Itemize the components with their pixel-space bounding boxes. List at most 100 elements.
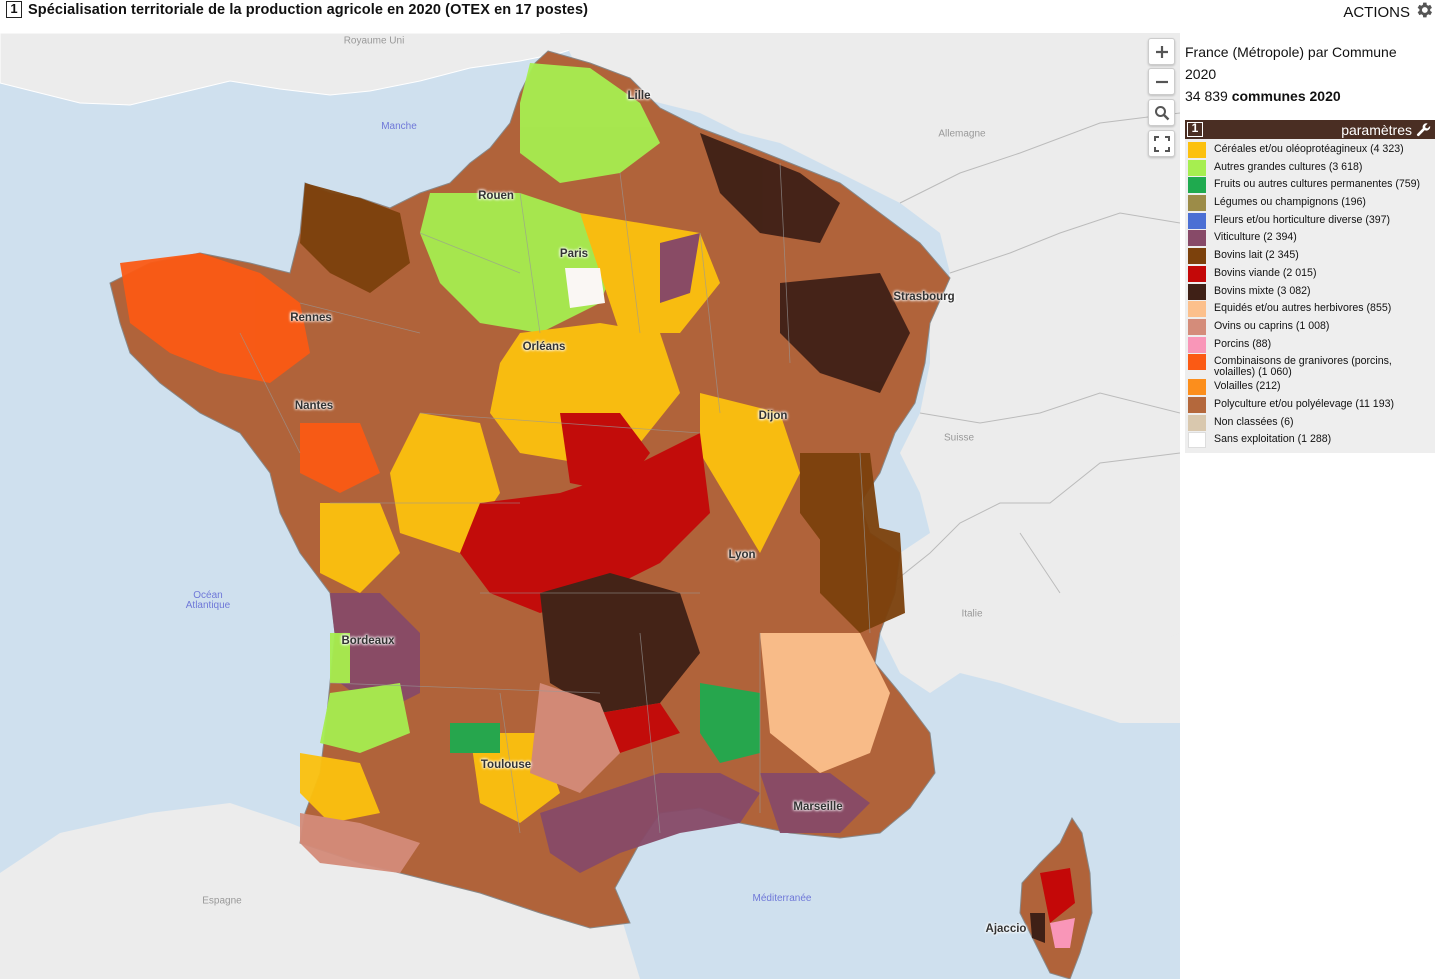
legend-label: Combinaisons de granivores (porcins, vol…: [1214, 355, 1392, 379]
legend-panel: France (Métropole) par Commune 2020 34 8…: [1180, 33, 1440, 979]
legend-swatch: [1188, 159, 1206, 176]
legend-item[interactable]: Porcins (88): [1185, 336, 1435, 354]
legend-label: Polyculture et/ou polyélevage (11 193): [1214, 397, 1395, 410]
city-label-toulouse: Toulouse: [480, 759, 532, 771]
scope-territory: France (Métropole) par Commune: [1185, 44, 1397, 60]
legend-label: Viticulture (2 394): [1214, 231, 1297, 244]
legend-swatch: [1188, 230, 1206, 247]
legend-swatch: [1188, 414, 1206, 431]
legend-item[interactable]: Autres grandes cultures (3 618): [1185, 159, 1435, 177]
legend-item[interactable]: Bovins lait (2 345): [1185, 247, 1435, 265]
scope-year: 2020: [1185, 66, 1217, 82]
title-wrap: 1 Spécialisation territoriale de la prod…: [6, 1, 588, 18]
legend-item[interactable]: Viticulture (2 394): [1185, 229, 1435, 247]
legend-swatch: [1188, 248, 1206, 265]
legend-swatch: [1188, 177, 1206, 194]
city-label-rouen: Rouen: [478, 190, 514, 202]
gear-icon: [1414, 0, 1434, 24]
minus-icon: [1155, 80, 1168, 83]
legend-swatch: [1188, 142, 1206, 158]
legend-item[interactable]: Volailles (212): [1185, 378, 1435, 396]
city-label-dijon: Dijon: [758, 410, 788, 422]
scope-count-suffix: communes 2020: [1231, 88, 1341, 104]
legend-label: Fleurs et/ou horticulture diverse (397): [1214, 213, 1391, 226]
legend-swatch: [1188, 336, 1206, 353]
city-label-rennes: Rennes: [290, 312, 332, 324]
zoom-in-button[interactable]: [1148, 38, 1175, 65]
city-label-orleans: Orléans: [522, 341, 566, 353]
spain-land: [0, 803, 640, 979]
legend-label: Céréales et/ou oléoprotéagineux (4 323): [1214, 143, 1404, 155]
legend-label: Non classées (6): [1214, 415, 1294, 428]
legend-item[interactable]: Non classées (6): [1185, 414, 1435, 432]
city-label-paris: Paris: [559, 248, 589, 260]
scope-count-line: 34 839 communes 2020: [1185, 85, 1397, 107]
legend-item[interactable]: Polyculture et/ou polyélevage (11 193): [1185, 396, 1435, 414]
legend-swatch: [1188, 212, 1206, 229]
legend-label: Légumes ou champignons (196): [1214, 196, 1366, 209]
fullscreen-icon: [1153, 135, 1170, 152]
legend-item[interactable]: Bovins viande (2 015): [1185, 265, 1435, 283]
legend-label: Equidés et/ou autres herbivores (855): [1214, 302, 1392, 315]
city-label-marseille: Marseille: [793, 801, 843, 813]
legend-swatch: [1188, 195, 1206, 212]
city-label-nantes: Nantes: [294, 400, 334, 412]
fullscreen-button[interactable]: [1148, 130, 1175, 157]
country-label-germany: Allemagne: [938, 128, 986, 140]
zoom-out-button[interactable]: [1148, 68, 1175, 95]
legend-index-badge[interactable]: 1: [1187, 122, 1203, 137]
legend-swatch: [1188, 265, 1206, 282]
country-label-uk: Royaume Uni: [343, 35, 405, 47]
sea-label-mediterranean: Méditerranée: [752, 893, 812, 904]
sea-label-manche: Manche: [381, 121, 417, 132]
department-borders: [239, 162, 871, 834]
plus-icon: [1155, 45, 1168, 58]
legend-item[interactable]: Légumes ou champignons (196): [1185, 194, 1435, 212]
legend-item[interactable]: Equidés et/ou autres herbivores (855): [1185, 300, 1435, 318]
city-label-lyon: Lyon: [728, 549, 756, 561]
legend-swatch: [1188, 301, 1206, 318]
uk-land: [0, 33, 611, 106]
legend-label: Sans exploitation (1 288): [1214, 433, 1332, 446]
search-icon: [1154, 105, 1169, 120]
legend-label: Ovins ou caprins (1 008): [1214, 319, 1330, 332]
legend-item[interactable]: Combinaisons de granivores (porcins, vol…: [1185, 353, 1435, 378]
otex-patches: [120, 63, 910, 873]
legend-list: Céréales et/ou oléoprotéagineux (4 323) A…: [1185, 139, 1435, 453]
page-title: Spécialisation territoriale de la produc…: [28, 1, 589, 18]
legend-swatch: [1188, 354, 1206, 371]
legend-swatch: [1188, 379, 1206, 396]
city-label-strasbourg: Strasbourg: [893, 291, 955, 303]
basemap: [0, 33, 1180, 979]
legend-swatch: [1188, 318, 1206, 335]
legend-label: Bovins lait (2 345): [1214, 249, 1299, 262]
parameters-button[interactable]: paramètres: [1341, 122, 1431, 138]
header-bar: 1 Spécialisation territoriale de la prod…: [0, 0, 1440, 33]
parameters-label: paramètres: [1341, 121, 1412, 138]
border-lines: [879, 112, 1180, 594]
legend-swatch: [1188, 396, 1206, 413]
actions-button[interactable]: ACTIONS: [1343, 0, 1434, 24]
legend-label: Fruits ou autres cultures permanentes (7…: [1214, 178, 1421, 191]
actions-label: ACTIONS: [1343, 3, 1410, 21]
search-button[interactable]: [1148, 99, 1175, 126]
city-label-lille: Lille: [627, 90, 651, 102]
legend-item[interactable]: Fleurs et/ou horticulture diverse (397): [1185, 212, 1435, 230]
legend-item[interactable]: Sans exploitation (1 288): [1185, 431, 1435, 449]
city-label-bordeaux: Bordeaux: [341, 635, 395, 647]
country-label-switzerland: Suisse: [943, 432, 975, 444]
legend-item[interactable]: Céréales et/ou oléoprotéagineux (4 323): [1185, 141, 1435, 159]
map-index-badge[interactable]: 1: [6, 1, 22, 18]
legend-item[interactable]: Fruits ou autres cultures permanentes (7…: [1185, 176, 1435, 194]
legend-label: Bovins viande (2 015): [1214, 266, 1317, 279]
legend-item[interactable]: Ovins ou caprins (1 008): [1185, 318, 1435, 336]
sea-label-atlantic: Océan Atlantique: [185, 590, 231, 611]
europe-land: [560, 33, 1180, 723]
legend-label: Porcins (88): [1214, 337, 1272, 350]
legend-item[interactable]: Bovins mixte (3 082): [1185, 283, 1435, 301]
scope-count: 34 839: [1185, 88, 1228, 104]
legend-swatch: [1188, 432, 1206, 449]
map-canvas[interactable]: Royaume Uni Allemagne Suisse Italie Espa…: [0, 33, 1180, 979]
country-label-italy: Italie: [961, 608, 983, 620]
italy-land: [1060, 553, 1180, 653]
